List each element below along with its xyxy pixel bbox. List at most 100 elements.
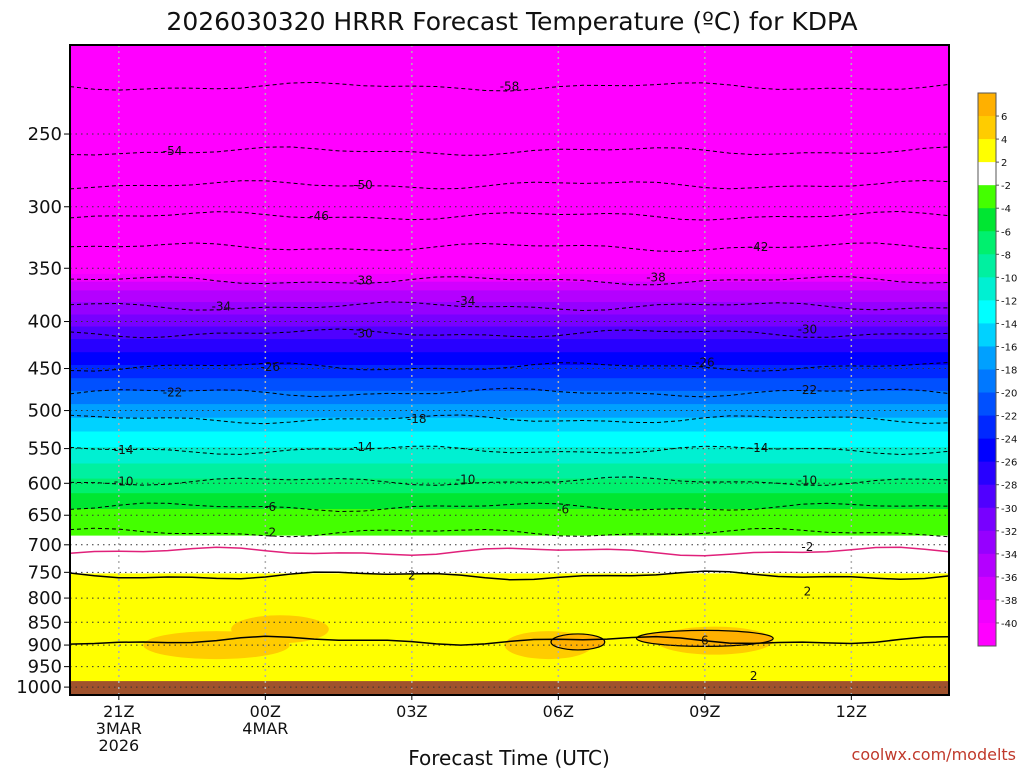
isotherm-label: -26 [260, 360, 280, 374]
isotherm-label: -14 [114, 443, 134, 457]
isotherm-label: -38 [353, 274, 373, 288]
colorbar-label: -10 [1001, 273, 1017, 284]
colorbar-bin [978, 369, 996, 394]
y-tick-label: 500 [28, 401, 62, 422]
colorbar-bin [978, 254, 996, 278]
temperature-band [70, 302, 949, 316]
colorbar-label: -28 [1001, 481, 1017, 492]
isotherm-label: -22 [163, 386, 183, 400]
colorbar-bin [978, 185, 996, 209]
colorbar-bin [978, 346, 996, 370]
colorbar-bin [978, 415, 996, 440]
temperature-band [70, 273, 949, 283]
isotherm-line [69, 635, 950, 646]
colorbar-label: -22 [1001, 412, 1017, 423]
chart-title: 2026030320 HRRR Forecast Temperature (ºC… [166, 7, 857, 36]
colorbar-label: -26 [1001, 458, 1017, 469]
isotherm-label: -30 [353, 326, 373, 340]
x-tick-label: 12Z [836, 702, 867, 721]
y-axis-ticks: 2503003504004505005506006507007508008509… [16, 124, 70, 698]
isotherm-cell [550, 633, 606, 651]
colorbar-bin [978, 461, 996, 486]
isotherm-label: -58 [500, 80, 520, 94]
colorbar-bin [978, 277, 996, 301]
colorbar-label: -16 [1001, 342, 1017, 353]
x-axis-label: Forecast Time (UTC) [408, 746, 610, 768]
colorbar-bin [978, 438, 996, 463]
temperature-band [70, 281, 949, 291]
colorbar-label: 2 [1001, 158, 1007, 169]
isotherm-label: -10 [114, 474, 134, 488]
colorbar: 6 4 2 -2 -4 -6 -8 -10 -12 -14 -16 -18 -20 -22 -24 -26 -2… [977, 92, 1017, 647]
isotherm-label: -34 [212, 299, 232, 313]
temperature-band [70, 378, 949, 392]
y-tick-label: 750 [28, 562, 62, 583]
y-tick-label: 550 [28, 439, 62, 460]
colorbar-label: -24 [1001, 435, 1017, 446]
y-tick-label: 1000 [16, 677, 62, 698]
x-tick-label: 03Z [396, 702, 427, 721]
x-tick-label: 4MAR [242, 719, 288, 738]
temperature-band [70, 573, 949, 682]
isotherm-label: -30 [798, 322, 818, 336]
isotherm-label: -2 [264, 526, 276, 540]
colorbar-bin [978, 139, 996, 163]
freezing-line [69, 546, 950, 557]
ground-fill [70, 681, 949, 695]
y-tick-label: 650 [28, 505, 62, 526]
colorbar-label: -2 [1001, 181, 1011, 192]
plot-area: -58-54-50-46-42-38 -38-34 -34-30 -30-26 -26-… [69, 44, 950, 696]
y-tick-label: 850 [28, 612, 62, 633]
y-tick-label: 950 [28, 657, 62, 678]
isotherm-label: -6 [264, 500, 276, 514]
colorbar-label: -8 [1001, 250, 1011, 261]
x-tick-label: 3MAR [96, 719, 142, 738]
temperature-band [70, 493, 949, 510]
y-tick-label: 350 [28, 258, 62, 279]
colorbar-label: 6 [1001, 112, 1007, 123]
x-tick-label: 21Z [103, 702, 134, 721]
isotherm-lines [69, 81, 950, 646]
isotherm-label: -14 [749, 441, 769, 455]
isotherm-label: -46 [309, 209, 329, 223]
temperature-band [70, 404, 949, 419]
y-tick-label: 450 [28, 359, 62, 380]
temperature-band [70, 431, 949, 448]
colorbar-bin [978, 300, 996, 324]
colorbar-bin [978, 530, 996, 555]
temperature-band [70, 326, 949, 340]
x-tick-label: 09Z [689, 702, 720, 721]
colorbar-bin [978, 507, 996, 532]
isotherm-label: 6 [701, 634, 709, 648]
temperature-band [70, 509, 949, 537]
time-grid-lines [118, 45, 853, 695]
temperature-band [70, 535, 949, 574]
colorbar-label: -20 [1001, 389, 1017, 400]
colorbar-label: -36 [1001, 573, 1017, 584]
isotherm-label: -22 [798, 383, 818, 397]
colorbar-label: -34 [1001, 550, 1017, 561]
colorbar-bin [978, 116, 996, 140]
y-tick-label: 400 [28, 312, 62, 333]
y-tick-label: 250 [28, 124, 62, 145]
credit-link[interactable]: coolwx.com/modelts [852, 745, 1016, 764]
isotherm-labels: -58-54-50-46-42-38 -38-34 -34-30 -30-26 -26-… [114, 80, 818, 684]
isotherm-label: -42 [749, 240, 769, 254]
temperature-band [70, 352, 949, 366]
isotherm-label: -54 [163, 144, 183, 158]
y-tick-label: 300 [28, 197, 62, 218]
temperature-band [70, 463, 949, 480]
temperature-bands [70, 45, 949, 682]
colorbar-label: -14 [1001, 319, 1017, 330]
x-tick-label: 06Z [543, 702, 574, 721]
temperature-band [70, 390, 949, 405]
temperature-band [70, 417, 949, 433]
colorbar-label: -40 [1001, 619, 1017, 630]
temperature-band [70, 45, 949, 275]
y-tick-label: 600 [28, 473, 62, 494]
isotherm-label: -10 [798, 474, 818, 488]
colorbar-bin [978, 231, 996, 255]
colorbar-label: -30 [1001, 504, 1017, 515]
